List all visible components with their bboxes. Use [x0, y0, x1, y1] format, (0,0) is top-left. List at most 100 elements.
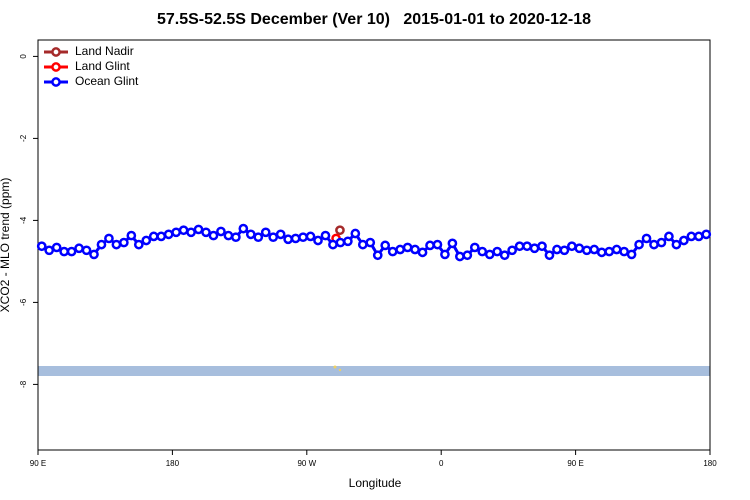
- data-point: [664, 231, 674, 242]
- data-point: [544, 250, 555, 261]
- data-point: [335, 237, 346, 248]
- data-point: [425, 240, 435, 251]
- data-point: [141, 235, 152, 246]
- data-point: [365, 237, 376, 248]
- data-point: [350, 228, 361, 239]
- data-point: [268, 232, 279, 243]
- data-point: [581, 245, 592, 256]
- data-point: [89, 249, 99, 260]
- data-point: [163, 229, 174, 240]
- data-point: [417, 247, 428, 258]
- data-point: [701, 229, 712, 240]
- data-point: [275, 229, 286, 240]
- data-point: [656, 237, 667, 248]
- x-tick-label: 180: [166, 459, 180, 468]
- data-point: [567, 241, 577, 252]
- data-point: [186, 227, 196, 238]
- data-point: [693, 231, 704, 242]
- data-point: [148, 231, 159, 242]
- x-tick-label: 180: [703, 459, 717, 468]
- y-tick-label: 0: [19, 54, 28, 59]
- legend-marker: [51, 47, 61, 57]
- y-tick-label: -2: [19, 134, 28, 142]
- data-point: [380, 240, 391, 251]
- data-point: [171, 227, 181, 238]
- data-point: [522, 241, 532, 252]
- y-tick-label: -4: [19, 216, 28, 224]
- data-point: [133, 239, 144, 250]
- data-point: [343, 236, 353, 247]
- data-point: [51, 242, 62, 253]
- data-point: [574, 243, 585, 254]
- data-point: [455, 251, 465, 262]
- data-point: [619, 246, 629, 257]
- data-point: [529, 243, 540, 254]
- data-point: [126, 230, 137, 241]
- x-tick-label: 0: [439, 459, 444, 468]
- data-point: [104, 233, 114, 244]
- x-tick-label: 90 E: [30, 459, 46, 468]
- data-point: [59, 246, 69, 257]
- legend-marker: [51, 62, 61, 72]
- data-point: [96, 239, 107, 250]
- data-point: [283, 234, 293, 245]
- data-point: [193, 224, 204, 235]
- x-tick-label: 90 W: [297, 459, 316, 468]
- data-point: [492, 246, 503, 257]
- data-point: [156, 231, 167, 242]
- data-point: [208, 230, 219, 241]
- data-point: [66, 246, 77, 257]
- data-point: [313, 235, 323, 246]
- data-point: [589, 244, 600, 255]
- data-point: [679, 235, 689, 246]
- data-point: [335, 225, 345, 236]
- data-point: [231, 232, 241, 243]
- data-point: [253, 232, 264, 243]
- data-point: [447, 238, 458, 249]
- data-point: [328, 239, 338, 250]
- data-point: [596, 247, 607, 258]
- data-point: [499, 250, 510, 261]
- data-point: [604, 246, 615, 257]
- legend-label: Land Nadir: [75, 44, 134, 58]
- data-point: [178, 225, 189, 236]
- data-point: [626, 249, 637, 260]
- data-point: [402, 242, 413, 253]
- data-point: [372, 250, 383, 261]
- y-tick-label: -6: [19, 298, 28, 306]
- data-point: [387, 246, 398, 257]
- data-point: [477, 246, 488, 257]
- data-point: [238, 223, 249, 234]
- data-point: [260, 227, 271, 238]
- legend-label: Ocean Glint: [75, 74, 139, 88]
- data-point: [290, 233, 301, 244]
- data-point: [671, 239, 682, 250]
- data-point: [649, 239, 659, 250]
- data-point: [410, 244, 420, 255]
- y-axis-label: XCO2 - MLO trend (ppm): [0, 178, 12, 313]
- data-point: [223, 230, 234, 241]
- data-point: [216, 226, 226, 237]
- land-speck: [338, 368, 342, 372]
- data-point: [81, 245, 92, 256]
- data-point: [484, 249, 495, 260]
- data-point: [537, 241, 547, 252]
- data-point: [36, 241, 47, 252]
- data-point: [74, 243, 84, 254]
- data-point: [305, 231, 316, 242]
- land-band: [38, 366, 710, 376]
- data-point: [395, 244, 405, 255]
- data-point: [298, 232, 308, 243]
- data-point: [686, 231, 697, 242]
- x-axis-label: Longitude: [349, 476, 402, 490]
- data-point: [119, 237, 129, 248]
- x-tick-label: 90 E: [567, 459, 583, 468]
- data-point: [634, 239, 644, 250]
- y-tick-label: -8: [19, 380, 28, 388]
- data-point: [245, 229, 256, 240]
- chart-title: 57.5S-52.5S December (Ver 10) 2015-01-01…: [157, 11, 591, 28]
- data-point: [552, 244, 562, 255]
- data-point: [514, 241, 525, 252]
